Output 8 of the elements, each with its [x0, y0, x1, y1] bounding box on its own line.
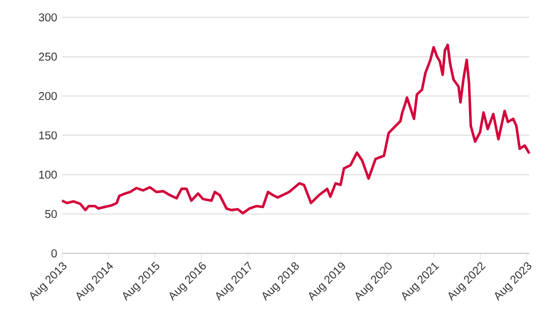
y-tick-label: 250 — [38, 52, 57, 61]
y-tick-label: 50 — [45, 210, 57, 218]
line-series — [60, 44, 531, 214]
y-tick-label: 300 — [38, 13, 57, 22]
y-tick-label: 100 — [39, 170, 57, 179]
y-tick-label: 200 — [38, 92, 57, 100]
y-tick-label: 0 — [51, 249, 57, 258]
y-tick-label: 150 — [39, 131, 57, 140]
